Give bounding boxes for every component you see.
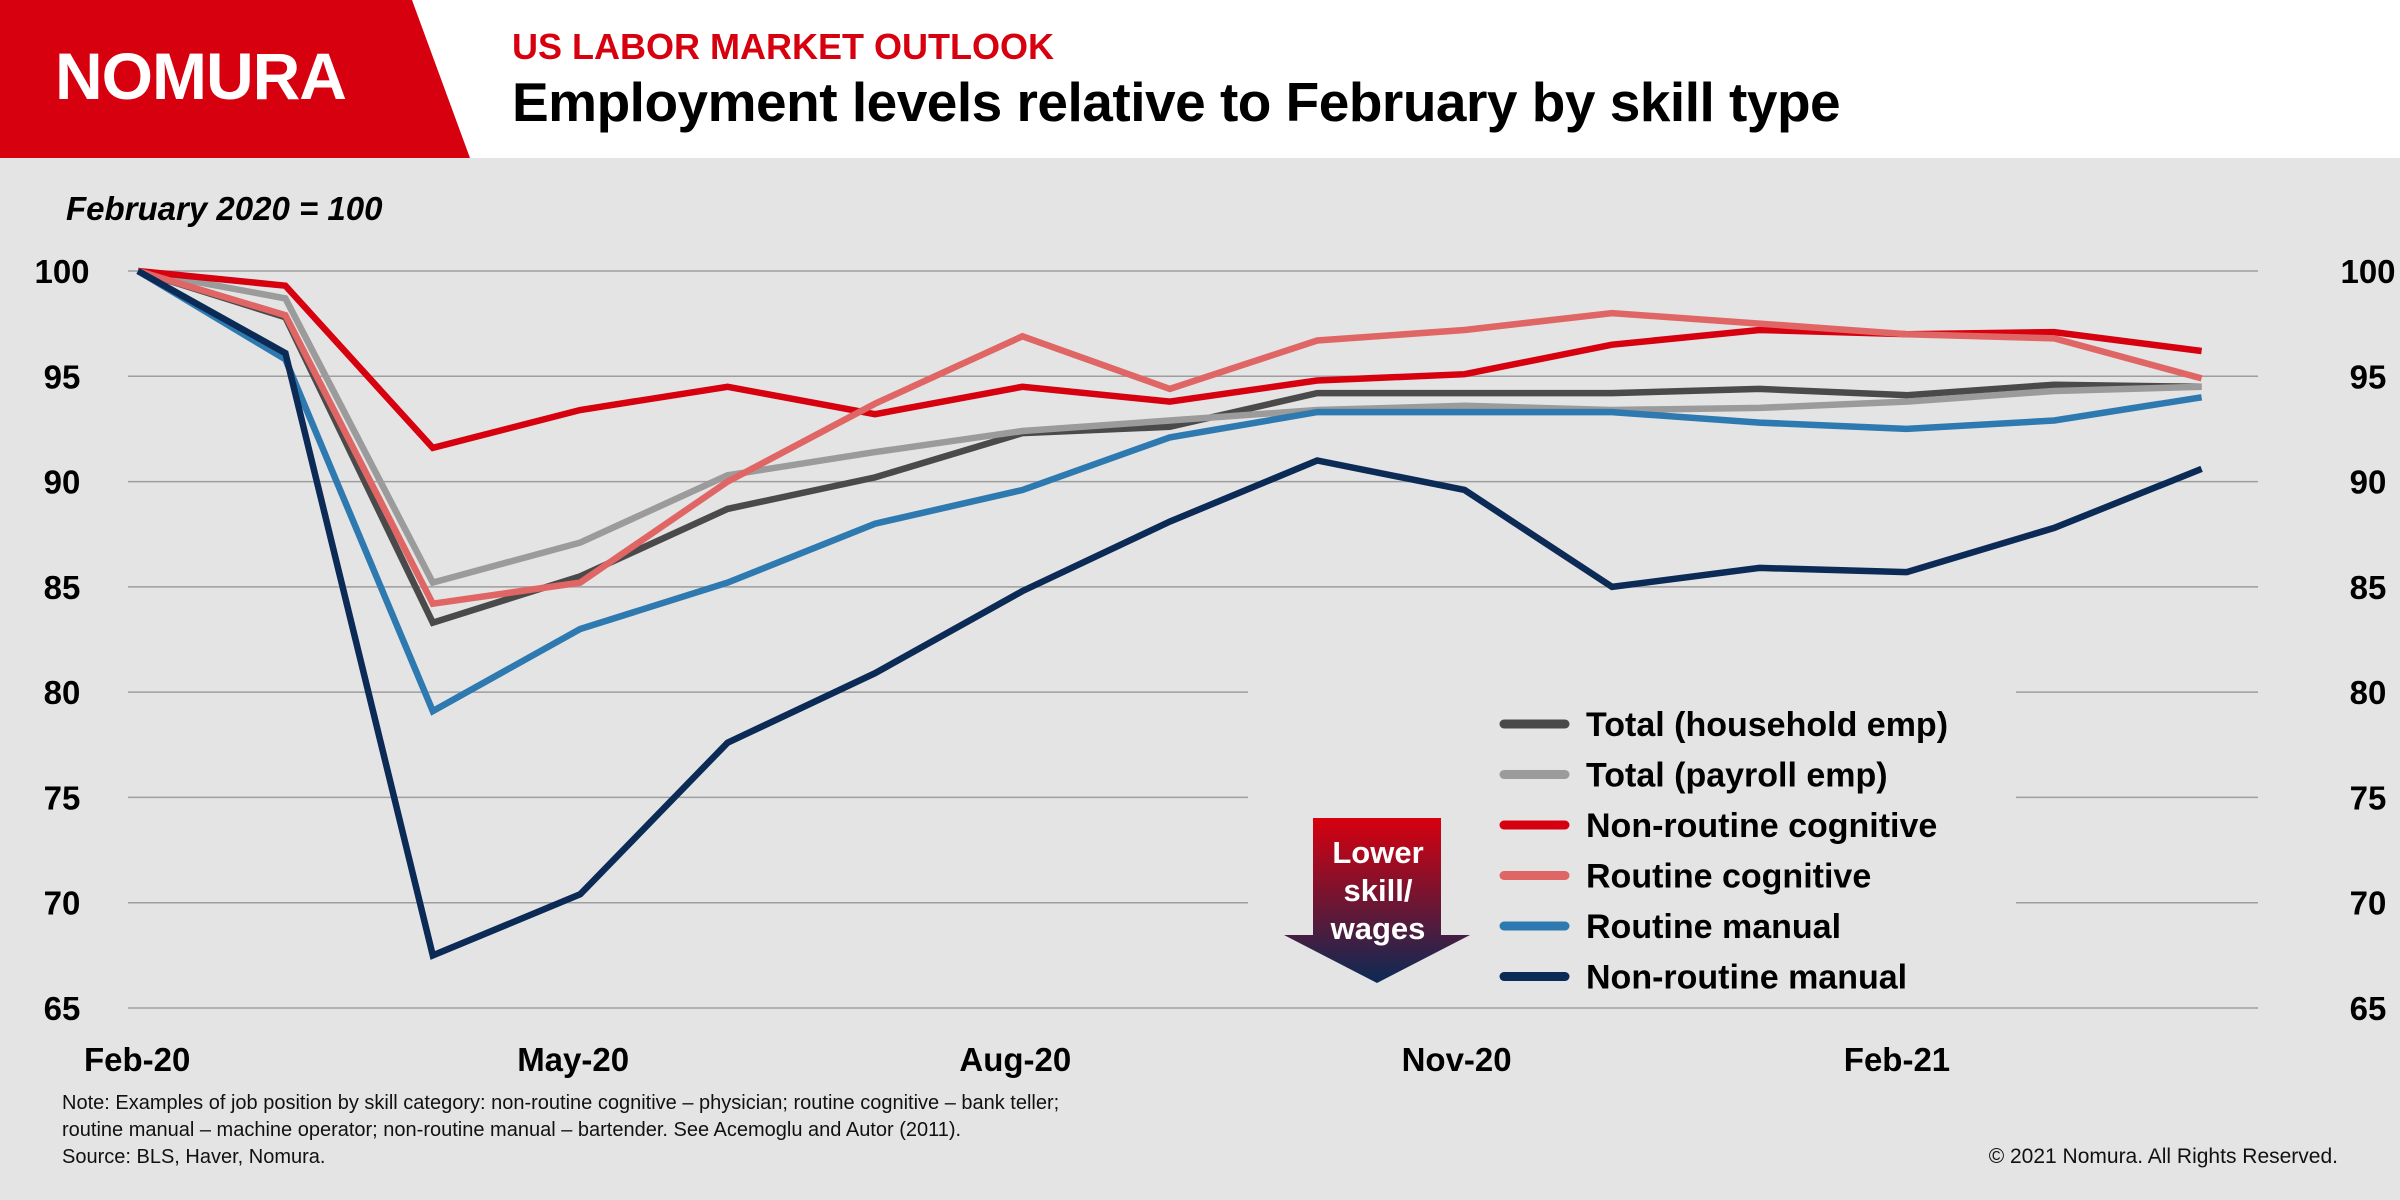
page-title: Employment levels relative to February b…	[512, 71, 1841, 133]
y-tick-right-95: 95	[2350, 358, 2387, 395]
arrow-label-line-1: Lower	[1332, 835, 1423, 870]
series-line-1	[137, 267, 2202, 587]
y-axis-left: 65 70 75 80 85 90 95 100	[34, 253, 89, 1027]
lower-skill-arrow: Lower skill/ wages	[1284, 818, 1470, 983]
y-tick-left-80: 80	[44, 674, 81, 711]
legend-label-1: Total (payroll emp)	[1586, 757, 1888, 795]
series-line-0	[137, 267, 2202, 627]
y-tick-right-75: 75	[2350, 779, 2387, 816]
y-tick-left-100: 100	[34, 253, 89, 290]
series-line-4	[136, 268, 2203, 716]
x-tick-Aug-20: Aug-20	[959, 1041, 1071, 1078]
x-tick-Feb-21: Feb-21	[1844, 1041, 1950, 1078]
arrow-label-line-2: skill/	[1344, 873, 1413, 908]
source-line: Source: BLS, Haver, Nomura.	[62, 1146, 326, 1168]
chart-subtitle: February 2020 = 100	[66, 190, 383, 227]
kicker: US LABOR MARKET OUTLOOK	[512, 26, 1054, 67]
series-line-3	[137, 267, 2203, 608]
legend-label-3: Routine cognitive	[1586, 858, 1871, 896]
y-tick-right-70: 70	[2350, 885, 2387, 922]
logo-banner	[0, 0, 470, 158]
legend-label-2: Non-routine cognitive	[1586, 807, 1937, 845]
x-tick-Nov-20: Nov-20	[1402, 1041, 1512, 1078]
x-tick-Feb-20: Feb-20	[84, 1041, 190, 1078]
legend-label-0: Total (household emp)	[1586, 706, 1948, 744]
y-tick-right-80: 80	[2350, 674, 2387, 711]
y-tick-left-85: 85	[44, 569, 81, 606]
note-line-2: routine manual – machine operator; non-r…	[62, 1119, 962, 1141]
y-tick-left-70: 70	[44, 885, 81, 922]
y-axis-right: 65 70 75 80 85 90 95 100	[2340, 253, 2395, 1027]
copyright: © 2021 Nomura. All Rights Reserved.	[1988, 1145, 2338, 1168]
arrow-label-line-3: wages	[1330, 911, 1426, 946]
y-tick-right-85: 85	[2350, 569, 2387, 606]
y-tick-right-65: 65	[2350, 990, 2387, 1027]
x-tick-May-20: May-20	[517, 1041, 629, 1078]
y-tick-left-75: 75	[44, 779, 81, 816]
note-line-1: Note: Examples of job position by skill …	[62, 1092, 1060, 1114]
x-axis: Feb-20 May-20 Aug-20 Nov-20 Feb-21	[84, 1041, 1950, 1078]
series-line-5	[136, 268, 2203, 960]
y-tick-right-90: 90	[2350, 464, 2387, 501]
y-tick-left-65: 65	[44, 990, 81, 1027]
legend-label-4: Routine manual	[1586, 908, 1841, 946]
y-tick-left-90: 90	[44, 464, 81, 501]
y-tick-left-95: 95	[44, 358, 81, 395]
header: NOMURA US LABOR MARKET OUTLOOK Employmen…	[0, 0, 2400, 158]
nomura-logo: NOMURA	[55, 39, 347, 113]
legend-label-5: Non-routine manual	[1586, 959, 1907, 997]
line-chart: February 2020 = 100 65 70 75 80 85 90 95 100 65…	[34, 190, 2395, 1078]
y-tick-right-100: 100	[2340, 253, 2395, 290]
series-lines	[136, 267, 2203, 960]
